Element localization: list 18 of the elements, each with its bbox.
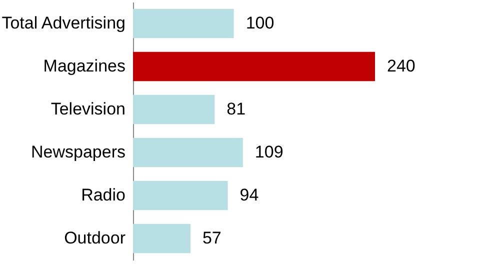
y-tick-label: Total Advertising [2,14,126,32]
y-tick-label: Television [50,100,126,118]
bar [133,94,215,124]
y-tick-label: Newspapers [31,142,126,162]
bar [133,224,190,254]
data-label: 240 [387,56,416,76]
data-label: 57 [202,228,222,248]
bar [133,8,234,38]
bar [133,52,375,82]
y-tick-label: Outdoor [64,228,126,248]
bar [133,180,228,210]
y-tick-label: Magazines [43,56,126,76]
data-label: 94 [240,186,259,204]
y-tick-label: Radio [81,186,126,204]
data-label: 100 [246,14,274,32]
data-label: 81 [226,100,246,118]
data-label: 109 [254,142,284,162]
bar [133,138,243,168]
